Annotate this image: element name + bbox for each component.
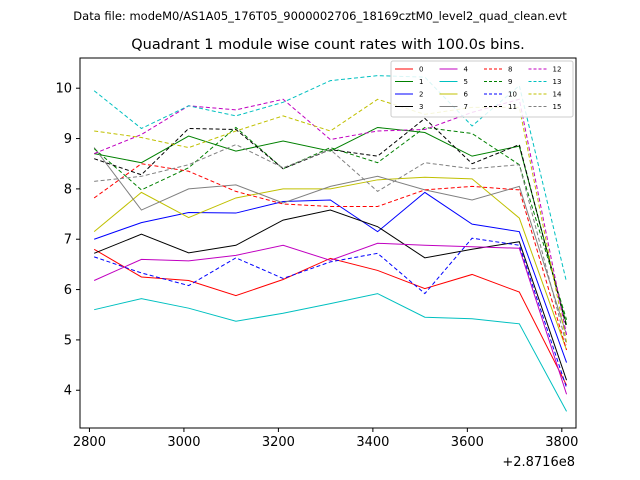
y-tick-label: 5 [64, 333, 72, 348]
legend-label-10: 10 [508, 91, 517, 99]
series-line-2 [94, 191, 568, 363]
legend-label-3: 3 [419, 103, 423, 111]
legend-label-9: 9 [508, 78, 512, 86]
series-line-1 [94, 126, 568, 325]
y-tick-label: 8 [64, 182, 72, 197]
series-line-6 [93, 176, 568, 351]
legend-label-15: 15 [553, 103, 562, 111]
legend-label-4: 4 [464, 66, 469, 74]
plot-area-frame [79, 57, 577, 429]
legend-label-12: 12 [553, 66, 562, 74]
legend-label-1: 1 [419, 78, 423, 86]
series-line-4 [93, 242, 568, 395]
legend-label-11: 11 [508, 103, 517, 111]
x-tick-label: 2800 [73, 435, 106, 450]
y-tick-label: 10 [55, 82, 72, 97]
series-line-9 [93, 126, 568, 320]
legend-label-8: 8 [508, 66, 512, 74]
y-tick-label: 7 [64, 233, 72, 248]
x-tick-label: 3200 [262, 435, 295, 450]
legend-label-5: 5 [464, 78, 468, 86]
series-line-7 [93, 147, 568, 336]
series-line-15 [94, 144, 568, 346]
y-axis: 4 5 6 7 8 9 10 [55, 82, 80, 399]
series-line-5 [94, 293, 567, 412]
chart-subtitle: Data file: modeM0/AS1A05_176T05_90000027… [73, 9, 567, 23]
legend-label-14: 14 [553, 91, 562, 99]
series-line-0 [93, 248, 567, 386]
x-tick-label: 3600 [451, 435, 484, 450]
x-tick-label: 3400 [356, 435, 389, 450]
legend-label-2: 2 [419, 91, 423, 99]
legend-label-7: 7 [464, 103, 468, 111]
x-offset-label: +2.8716e8 [502, 455, 575, 470]
y-tick-label: 6 [64, 283, 72, 298]
chart-title: Quadrant 1 module wise count rates with … [131, 37, 525, 53]
legend-label-6: 6 [464, 91, 469, 99]
legend-box [390, 60, 574, 118]
series-line-8 [93, 163, 568, 351]
series-line-14 [94, 98, 568, 343]
x-tick-label: 3000 [167, 435, 200, 450]
series-line-10 [94, 237, 568, 388]
legend-label-13: 13 [553, 78, 562, 86]
x-tick-label: 3800 [545, 435, 578, 450]
x-axis: 2800 3000 3200 3400 3600 3800 [73, 428, 578, 450]
y-tick-label: 9 [64, 132, 72, 147]
legend-label-0: 0 [419, 66, 423, 74]
y-tick-label: 4 [64, 384, 72, 399]
series-line-3 [93, 209, 568, 381]
